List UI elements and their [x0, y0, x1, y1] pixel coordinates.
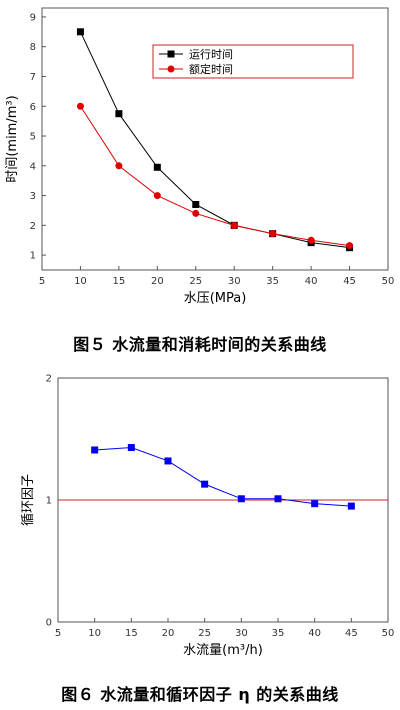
x-tick-label: 20: [162, 628, 175, 639]
x-tick-label: 10: [88, 628, 101, 639]
plot-frame: [41, 7, 389, 271]
legend-box: [152, 44, 354, 79]
data-point-square: [237, 495, 245, 503]
series-line-0: [79, 31, 350, 249]
x-tick-label: 45: [345, 628, 358, 639]
x-tick-label: 40: [308, 628, 321, 639]
x-tick-label: 25: [198, 628, 211, 639]
y-tick-label: 5: [30, 132, 36, 143]
x-axis-title: 水流量(m³/h): [183, 643, 263, 658]
y-tick-label: 8: [30, 42, 36, 53]
y-tick-label: 2: [46, 374, 52, 385]
x-tick-label: 35: [266, 276, 279, 287]
data-point-square: [201, 480, 209, 488]
y-axis-title: 时间(mim/m³): [5, 95, 20, 182]
flow-factor-chart: 5 10 15 20 25 30 35 40 45 50 0 1 2 水流量(m³/h) 循环因子: [21, 374, 395, 659]
y-tick-label: 4: [30, 161, 36, 172]
x-tick-label: 10: [74, 276, 87, 287]
y-tick-label: 3: [30, 191, 36, 202]
y-tick-label: 0: [46, 618, 52, 629]
legend-label-1: 额定时间: [189, 62, 233, 76]
x-tick-label: 15: [113, 276, 126, 287]
data-point-circle: [153, 192, 161, 200]
x-axis-title: 水压(MPa): [184, 291, 247, 306]
y-tick-label: 1: [46, 496, 52, 507]
series-line-0: [94, 447, 352, 507]
y-tick-label: 6: [30, 102, 36, 113]
data-point-square: [115, 110, 123, 118]
data-point-square: [153, 163, 161, 171]
y-tick-label: 2: [30, 221, 36, 232]
y-tick-label: 1: [30, 251, 36, 262]
data-point-circle: [192, 209, 200, 217]
series-line-1: [80, 105, 350, 247]
data-point-circle: [76, 102, 84, 110]
legend-label-0: 运行时间: [189, 48, 233, 61]
data-point-square: [347, 502, 355, 510]
data-point-circle: [269, 230, 277, 238]
x-tick-label: 50: [382, 628, 395, 639]
x-tick-label: 40: [305, 276, 318, 287]
figure-6-caption: 图６ 水流量和循环因子 η 的关系曲线: [61, 685, 339, 704]
legend-marker-square: [167, 50, 175, 58]
y-axis-title: 循环因子: [21, 474, 36, 526]
x-tick-label: 5: [39, 276, 45, 287]
x-tick-label: 50: [382, 276, 395, 287]
x-tick-label: 45: [343, 276, 356, 287]
y-tick-label: 7: [30, 72, 36, 83]
x-tick-label: 5: [55, 628, 61, 639]
x-tick-label: 30: [235, 628, 248, 639]
data-point-square: [127, 444, 135, 452]
pressure-time-chart: 5 10 15 20 25 30 35 40 45 50123456789水压(MPa)时间(mi…: [5, 7, 395, 306]
data-point-square: [164, 457, 172, 465]
x-tick-label: 20: [151, 276, 164, 287]
x-tick-label: 15: [125, 628, 138, 639]
data-point-circle: [230, 221, 238, 229]
legend-marker-circle: [167, 65, 175, 73]
figure-5-caption: 图５ 水流量和消耗时间的关系曲线: [73, 335, 327, 354]
x-tick-label: 25: [189, 276, 202, 287]
data-point-circle: [115, 162, 123, 170]
x-tick-label: 35: [272, 628, 285, 639]
y-tick-label: 9: [30, 12, 36, 23]
x-tick-label: 30: [228, 276, 241, 287]
data-point-square: [274, 495, 282, 503]
data-point-square: [91, 446, 99, 454]
data-point-square: [192, 201, 200, 208]
data-point-square: [76, 28, 84, 36]
data-point-circle: [307, 236, 315, 244]
data-point-circle: [346, 242, 354, 250]
data-point-square: [311, 500, 319, 508]
